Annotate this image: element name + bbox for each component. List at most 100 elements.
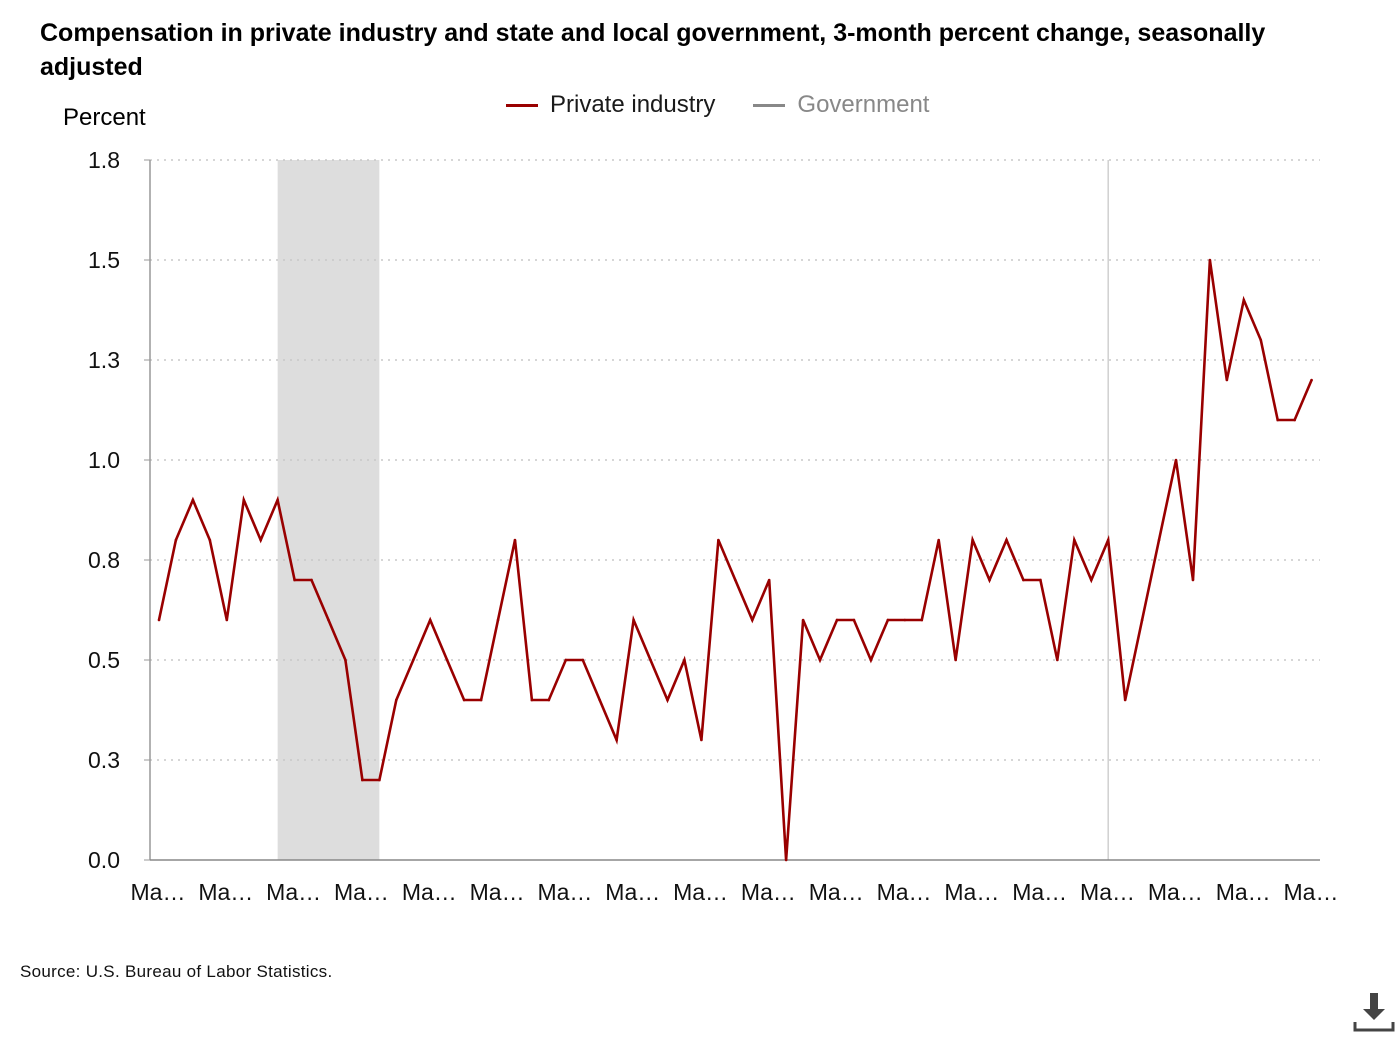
data-point <box>1022 578 1025 582</box>
data-point <box>547 698 551 702</box>
y-tick-label: 0.8 <box>88 547 120 573</box>
data-point <box>310 578 313 582</box>
data-point <box>835 618 839 622</box>
data-point <box>1242 298 1246 302</box>
data-point <box>496 618 500 622</box>
data-point <box>1310 378 1313 382</box>
data-point <box>428 618 432 622</box>
data-point <box>1157 538 1161 542</box>
data-point <box>852 618 856 622</box>
data-point <box>1073 538 1076 542</box>
x-tick-label: Ma… <box>944 879 999 905</box>
data-point <box>479 698 483 702</box>
x-tick-label: Ma… <box>1080 879 1135 905</box>
chart-title: Compensation in private industry and sta… <box>40 19 1266 81</box>
y-tick-label: 1.0 <box>88 447 120 473</box>
data-point <box>462 698 466 702</box>
data-point <box>208 538 212 542</box>
data-point <box>378 778 381 782</box>
data-point <box>1005 538 1008 542</box>
y-tick-label: 1.8 <box>88 147 120 173</box>
data-point <box>513 538 517 542</box>
chart-legend: Private industry Government <box>506 90 967 120</box>
data-point <box>954 658 957 662</box>
y-tick-label: 0.0 <box>88 847 120 873</box>
data-point <box>1140 618 1144 622</box>
data-point <box>869 658 873 662</box>
legend-item-private-industry[interactable]: Private industry <box>506 91 715 119</box>
data-point <box>361 778 364 782</box>
x-tick-label: Ma… <box>266 879 321 905</box>
data-point <box>411 658 415 662</box>
data-point <box>225 618 229 622</box>
data-point <box>801 618 805 622</box>
x-tick-label: Ma… <box>537 879 592 905</box>
x-tick-label: Ma… <box>334 879 389 905</box>
x-tick-label: Ma… <box>198 879 253 905</box>
data-point <box>327 618 330 622</box>
data-point <box>818 658 822 662</box>
y-tick-label: 0.5 <box>88 647 120 673</box>
y-tick-label: 0.3 <box>88 747 120 773</box>
data-point <box>598 698 601 702</box>
data-point <box>242 498 246 502</box>
data-point <box>700 738 703 742</box>
x-tick-label: Ma… <box>1284 879 1339 905</box>
legend-swatch-private-industry <box>506 103 538 107</box>
data-point <box>564 658 568 662</box>
data-point <box>581 658 585 662</box>
data-point <box>157 618 161 622</box>
x-tick-label: Ma… <box>877 879 932 905</box>
x-tick-label: Ma… <box>470 879 525 905</box>
download-icon[interactable] <box>1352 990 1396 1034</box>
x-tick-label: Ma… <box>1012 879 1067 905</box>
data-point <box>615 738 618 742</box>
data-point <box>1208 258 1212 262</box>
data-point <box>784 858 788 862</box>
data-point <box>530 698 534 702</box>
legend-label-government: Government <box>797 91 930 118</box>
data-point <box>445 658 449 662</box>
data-point <box>1259 338 1263 342</box>
x-tick-label: Ma… <box>1216 879 1271 905</box>
data-point <box>971 538 974 542</box>
x-tick-label: Ma… <box>741 879 796 905</box>
x-tick-label: Ma… <box>809 879 864 905</box>
legend-swatch-government <box>753 103 786 107</box>
data-point <box>1174 458 1178 462</box>
x-tick-label: Ma… <box>1148 879 1203 905</box>
data-point <box>344 658 347 662</box>
x-tick-label: Ma… <box>131 879 186 905</box>
data-point <box>632 618 635 622</box>
legend-label-private-industry: Private industry <box>550 91 716 118</box>
y-tick-label: 1.5 <box>88 247 120 273</box>
source-note: Source: U.S. Bureau of Labor Statistics. <box>20 962 333 981</box>
recession-shading <box>277 160 380 860</box>
data-point <box>1106 538 1110 542</box>
legend-item-government[interactable]: Government <box>753 91 929 119</box>
data-point <box>1225 378 1229 382</box>
data-point <box>1123 698 1127 702</box>
data-point <box>988 578 991 582</box>
data-point <box>1276 418 1279 422</box>
data-point <box>683 658 686 662</box>
data-point <box>1191 578 1195 582</box>
y-tick-label: 1.3 <box>88 347 120 373</box>
data-point <box>886 618 890 622</box>
data-point <box>1089 578 1093 582</box>
data-point <box>276 498 279 502</box>
data-point <box>734 578 737 582</box>
x-tick-label: Ma… <box>673 879 728 905</box>
data-point <box>293 578 296 582</box>
data-point <box>1039 578 1042 582</box>
data-point <box>649 658 652 662</box>
data-point <box>1056 658 1059 662</box>
data-point <box>174 538 178 542</box>
data-point <box>666 698 669 702</box>
data-point <box>1293 418 1296 422</box>
data-point <box>920 618 924 622</box>
data-point <box>903 618 907 622</box>
data-point <box>767 578 771 582</box>
data-point <box>717 538 720 542</box>
